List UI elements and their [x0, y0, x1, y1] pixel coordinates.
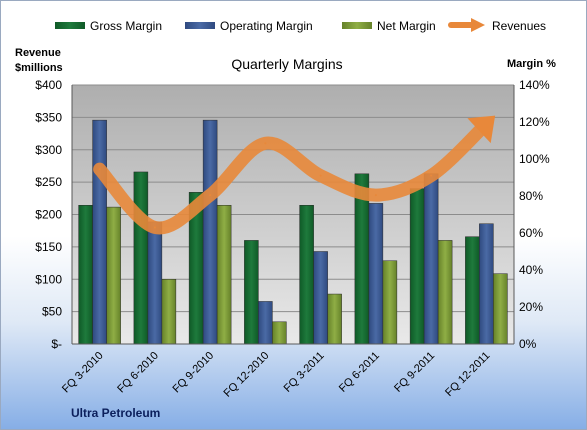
- series-operating-margin-bar: [147, 221, 163, 345]
- legend-revenues-arrowhead: [471, 18, 485, 32]
- chart-title: Quarterly Margins: [231, 56, 342, 72]
- x-tick-label: FQ 6-2011: [337, 350, 382, 395]
- right-tick-label: 60%: [519, 226, 543, 240]
- legend-operating-margin-swatch: [185, 22, 215, 29]
- right-axis-title: Margin %: [507, 58, 556, 70]
- series-operating-margin-bar: [423, 173, 439, 345]
- right-tick-label: 80%: [519, 189, 543, 203]
- left-tick-label: $50: [42, 305, 62, 319]
- series-gross-margin-bar: [133, 171, 149, 345]
- series-gross-margin-bar: [299, 205, 314, 345]
- series-revenues-arrowhead: [467, 115, 496, 144]
- x-tick-label: FQ 6-2010: [115, 350, 161, 396]
- x-tick-label: FQ 12-2011: [443, 350, 492, 399]
- legend-revenues-label: Revenues: [492, 19, 546, 33]
- series-gross-margin-bar: [409, 188, 425, 345]
- series-gross-margin-bar: [465, 236, 480, 345]
- company-name: Ultra Petroleum: [71, 406, 160, 420]
- series-revenues-point: [430, 174, 433, 177]
- left-tick-label: $400: [35, 78, 62, 92]
- left-tick-label: $100: [35, 272, 62, 286]
- series-operating-margin-bar: [202, 119, 218, 345]
- right-tick-label: 100%: [519, 152, 550, 166]
- series-revenues-point: [374, 194, 377, 197]
- legend-gross-margin-swatch: [55, 22, 85, 29]
- left-tick-label: $350: [35, 110, 62, 124]
- x-tick-label: FQ 12-2010: [222, 350, 272, 400]
- series-net-margin-bar: [106, 206, 121, 345]
- series-revenues-point: [319, 174, 322, 177]
- x-tick-label: FQ 9-2010: [171, 350, 217, 396]
- left-axis-title-line2: $millions: [15, 62, 63, 74]
- right-tick-label: 20%: [519, 300, 543, 314]
- left-tick-label: $200: [35, 208, 62, 222]
- right-tick-label: 140%: [519, 78, 550, 92]
- series-operating-margin-bar: [92, 119, 107, 345]
- right-tick-label: 0%: [519, 337, 537, 351]
- series-net-margin-bar: [437, 240, 453, 345]
- series-operating-margin-bar: [313, 251, 328, 345]
- right-tick-label: 40%: [519, 263, 543, 277]
- left-axis-title-line1: Revenue: [15, 47, 61, 59]
- series-gross-margin-bar: [244, 240, 259, 345]
- series-operating-margin-bar: [479, 223, 494, 345]
- series-net-margin-bar: [493, 273, 508, 345]
- left-tick-label: $250: [35, 175, 62, 189]
- legend-net-margin-label: Net Margin: [377, 19, 436, 33]
- series-gross-margin-bar: [78, 205, 93, 345]
- series-revenues-point: [98, 168, 101, 171]
- x-tick-label: FQ 9-2011: [392, 350, 437, 395]
- series-operating-margin-bar: [368, 203, 384, 345]
- x-tick-label: FQ 3-2011: [282, 350, 327, 395]
- series-revenues-point: [264, 142, 267, 145]
- series-net-margin-bar: [161, 279, 177, 345]
- legend-net-margin-swatch: [342, 22, 372, 29]
- series-net-margin-bar: [216, 205, 232, 345]
- right-tick-label: 120%: [519, 115, 550, 129]
- series-revenues-point: [209, 194, 212, 197]
- series-net-margin-bar: [327, 293, 342, 345]
- series-operating-margin-bar: [258, 301, 273, 345]
- series-revenues-point: [153, 226, 156, 229]
- series-net-margin-bar: [272, 321, 287, 345]
- left-tick-label: $300: [35, 143, 62, 157]
- left-tick-label: $150: [35, 240, 62, 254]
- series-net-margin-bar: [382, 260, 398, 345]
- left-tick-label: $-: [51, 337, 62, 351]
- legend-operating-margin-label: Operating Margin: [220, 19, 313, 33]
- x-tick-label: FQ 3-2010: [60, 350, 106, 396]
- legend-gross-margin-label: Gross Margin: [90, 19, 162, 33]
